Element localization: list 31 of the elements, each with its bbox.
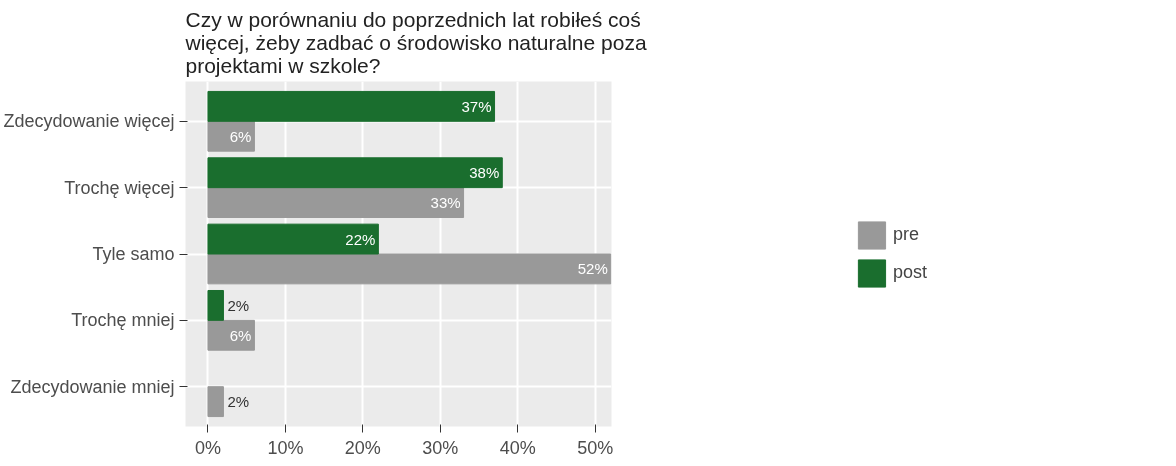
data-label: 2% bbox=[227, 393, 250, 411]
bar bbox=[207, 386, 224, 418]
data-label: 52% bbox=[577, 260, 608, 278]
legend-label: post bbox=[892, 262, 928, 283]
y-tick-label: Tyle samo bbox=[92, 244, 175, 264]
y-tick-label: Trochę mniej bbox=[71, 310, 175, 331]
x-tick-label: 0% bbox=[194, 437, 221, 458]
x-tick-label: 10% bbox=[267, 437, 304, 458]
data-label: 6% bbox=[229, 326, 252, 344]
data-label: 38% bbox=[469, 164, 500, 182]
bar bbox=[207, 319, 255, 351]
data-label: 33% bbox=[430, 194, 461, 212]
legend-label: pre bbox=[892, 224, 919, 245]
data-label: 2% bbox=[227, 296, 250, 314]
bar bbox=[207, 253, 612, 285]
x-tick-label: 50% bbox=[577, 437, 614, 458]
data-label: 6% bbox=[229, 127, 252, 145]
y-tick-label: Trochę więcej bbox=[64, 177, 175, 198]
chart-title: Czy w porównaniu do poprzednich lat robiłeś coś więcej, żeby zadbać o środowisko naturalne poza projektami w szkole? bbox=[184, 7, 647, 77]
x-tick-label: 20% bbox=[344, 437, 381, 458]
y-tick-label: Zdecydowanie więcej bbox=[3, 111, 175, 132]
bar bbox=[207, 289, 224, 321]
bar bbox=[207, 187, 465, 219]
x-tick-label: 40% bbox=[499, 437, 536, 458]
data-label: 37% bbox=[461, 97, 492, 115]
bar bbox=[207, 90, 496, 122]
y-tick-label: Zdecydowanie mniej bbox=[10, 376, 175, 397]
x-tick-label: 30% bbox=[422, 437, 459, 458]
data-label: 22% bbox=[345, 230, 376, 248]
bar bbox=[207, 223, 379, 255]
bar bbox=[207, 157, 503, 189]
